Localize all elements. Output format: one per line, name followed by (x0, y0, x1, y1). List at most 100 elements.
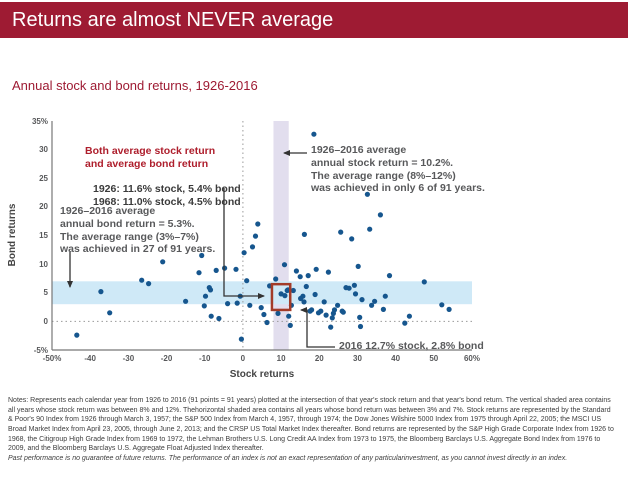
x-tick-label: 50 (429, 354, 439, 363)
x-tick-label: 0 (240, 354, 246, 363)
annotation-both-averages-values: 1926: 11.6% stock, 5.4% bond 1968: 11.0%… (93, 183, 241, 208)
y-tick-label: 0 (43, 316, 48, 326)
annotation-both-averages: Both average stock return and average bo… (85, 132, 241, 222)
scatter-point (107, 310, 113, 316)
scatter-point (313, 266, 319, 272)
scatter-point (275, 310, 281, 316)
footnotes: Notes: Represents each calendar year fro… (8, 396, 614, 464)
scatter-point (421, 279, 427, 285)
scatter-point (286, 313, 292, 319)
scatter-point (352, 291, 359, 297)
disclaimer-text: Past performance is no guarantee of futu… (8, 454, 568, 462)
y-tick-label: 25 (39, 173, 48, 183)
scatter-point (213, 267, 219, 273)
scatter-point (290, 287, 296, 294)
scatter-point (357, 314, 363, 320)
scatter-point (340, 309, 346, 315)
x-tick-label: -50% (42, 354, 62, 363)
scatter-point (74, 332, 80, 338)
scatter-point (382, 293, 388, 299)
scatter-point (208, 313, 214, 319)
scatter-point (439, 302, 445, 308)
scatter-point (287, 322, 293, 328)
y-tick-label: -5% (33, 345, 48, 355)
scatter-point (364, 191, 370, 197)
scatter-point (311, 131, 317, 137)
scatter-point (312, 291, 318, 298)
scatter-point (234, 300, 240, 306)
annotation-stock-average: 1926–2016 average annual stock return = … (311, 144, 485, 195)
scatter-point (183, 298, 189, 304)
y-tick-label: 20 (39, 202, 48, 212)
x-tick-label: 60% (463, 354, 480, 363)
scatter-point (201, 303, 207, 309)
scatter-point (406, 313, 412, 319)
scatter-point (349, 236, 355, 242)
chart-subtitle: Annual stock and bond returns, 1926-2016 (12, 78, 258, 93)
x-tick-label: -10 (198, 354, 211, 363)
x-tick-label: 20 (314, 354, 324, 363)
scatter-point (297, 274, 303, 280)
scatter-point (281, 262, 288, 268)
x-tick-label: -20 (160, 354, 173, 363)
scatter-point (244, 278, 250, 284)
x-axis-title: Stock returns (229, 369, 295, 380)
scatter-point (301, 231, 307, 237)
point-2016-arrow (300, 307, 335, 348)
scatter-point (325, 269, 331, 275)
scatter-point (346, 285, 352, 291)
scatter-point (264, 319, 270, 326)
scatter-point (300, 293, 306, 299)
average-bond-band (52, 281, 472, 305)
scatter-point (309, 307, 315, 313)
scatter-point (238, 336, 244, 342)
y-tick-label: 35% (31, 116, 48, 126)
scatter-point (261, 311, 267, 318)
y-tick-label: 15 (39, 231, 48, 240)
scatter-point (367, 226, 373, 232)
scatter-point (355, 263, 361, 269)
scatter-point (258, 305, 264, 311)
scatter-point (255, 221, 261, 227)
scatter-point (196, 270, 202, 276)
scatter-point (328, 324, 334, 330)
scatter-point (446, 306, 452, 312)
scatter-point (216, 315, 222, 322)
scatter-point (199, 252, 205, 259)
scatter-point (139, 277, 145, 283)
both-averages-arrow (223, 188, 265, 299)
y-tick-label: 30 (39, 145, 48, 155)
scatter-point (305, 273, 311, 279)
scatter-point (98, 289, 104, 295)
scatter-point (402, 320, 408, 326)
scatter-point (369, 302, 375, 308)
scatter-point (331, 307, 338, 313)
notes-text: Notes: Represents each calendar year fro… (8, 397, 614, 453)
scatter-point (282, 293, 288, 299)
scatter-point (207, 287, 214, 293)
scatter-point (247, 302, 253, 308)
scatter-point (377, 212, 383, 218)
y-tick-label: 5 (43, 288, 48, 298)
annotation-bond-average: 1926–2016 average annual bond return = 5… (60, 205, 216, 256)
title-banner: Returns are almost NEVER average (0, 2, 628, 38)
scatter-point (273, 276, 279, 282)
scatter-point (303, 283, 309, 290)
scatter-point (321, 299, 327, 305)
x-tick-label: -40 (84, 354, 96, 363)
scatter-point (146, 281, 152, 287)
scatter-point (225, 301, 231, 307)
x-tick-label: 40 (391, 354, 401, 363)
page-title: Returns are almost NEVER average (12, 8, 334, 31)
scatter-point (380, 306, 386, 312)
both-averages-box (270, 282, 292, 312)
scatter-point (323, 312, 329, 318)
scatter-point (318, 308, 324, 314)
y-tick-label: 10 (39, 259, 48, 269)
scatter-point (359, 297, 365, 303)
scatter-point (386, 273, 393, 279)
scatter-point (351, 282, 357, 288)
scatter-point (372, 298, 378, 304)
scatter-point (338, 229, 344, 235)
